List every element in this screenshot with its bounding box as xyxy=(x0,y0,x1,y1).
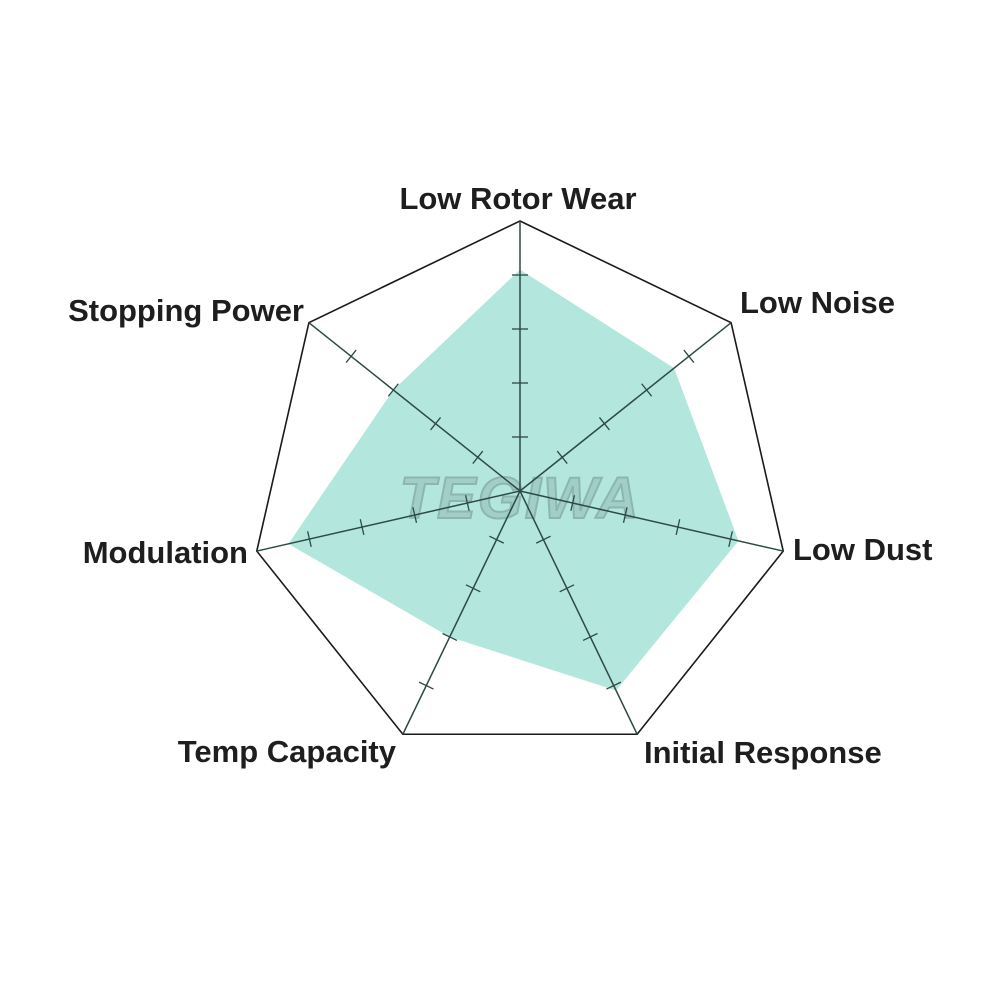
axis-tick xyxy=(345,349,357,363)
axis-label-low-dust: Low Dust xyxy=(793,532,933,567)
axis-tick xyxy=(606,681,622,690)
tegiwa-watermark: TEGIWA xyxy=(400,466,641,531)
axis-tick xyxy=(683,349,695,363)
axis-tick xyxy=(387,383,399,397)
axis-label-low-noise: Low Noise xyxy=(740,285,895,320)
axis-line-low-dust xyxy=(519,490,784,552)
axis-tick xyxy=(465,584,481,593)
outer-frame xyxy=(255,220,785,736)
axis-line-low-noise xyxy=(519,322,732,492)
axis-label-low-rotor-wear: Low Rotor Wear xyxy=(399,181,636,216)
axis-tick xyxy=(570,495,576,511)
axis-tick xyxy=(472,450,484,464)
axis-line-initial-response xyxy=(519,490,638,735)
axis-line-stopping-power xyxy=(308,322,521,492)
axis-tick xyxy=(598,417,610,431)
axis-tick xyxy=(559,584,575,593)
axis-tick xyxy=(622,507,628,523)
axis-tick xyxy=(582,632,598,642)
axis-tick xyxy=(675,519,681,535)
axis-tick xyxy=(412,507,418,523)
axis-line-modulation xyxy=(256,490,521,552)
axis-tick xyxy=(307,531,312,548)
axis-tick xyxy=(641,383,653,397)
axis-label-modulation: Modulation xyxy=(83,535,248,570)
axis-tick xyxy=(728,531,733,548)
axis-tick xyxy=(464,495,470,511)
axis-tick xyxy=(556,450,568,464)
axis-label-initial-response: Initial Response xyxy=(644,735,882,770)
axis-tick xyxy=(430,417,442,431)
axis-tick xyxy=(359,519,365,535)
axis-tick xyxy=(535,535,551,544)
data-area xyxy=(288,269,739,691)
axis-tick xyxy=(489,535,505,544)
axis-label-stopping-power: Stopping Power xyxy=(68,293,304,328)
axis-tick xyxy=(418,681,434,690)
axis-line-temp-capacity xyxy=(402,490,521,735)
axis-label-temp-capacity: Temp Capacity xyxy=(178,734,397,769)
axis-tick xyxy=(442,632,458,642)
